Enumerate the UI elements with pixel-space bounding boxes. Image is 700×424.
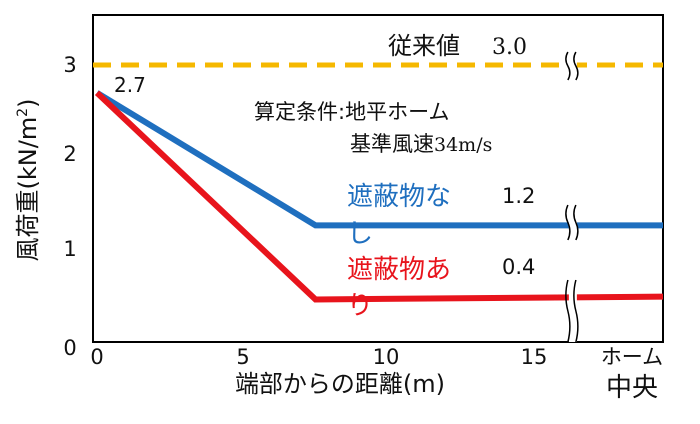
platform-center-label-line2: 中央 — [606, 373, 658, 403]
y-tick-label-3: 3 — [63, 53, 76, 77]
y-tick-label-2: 2 — [63, 142, 76, 166]
conditions-line2-prefix: 基準風速 — [350, 132, 434, 156]
axis-break-mark-1-1 — [573, 204, 579, 241]
y-axis-label-close: ) — [14, 99, 42, 108]
x-axis-label: 端部からの距離(m) — [235, 370, 445, 398]
series-line-no-shield — [95, 90, 663, 229]
axis-break-gap — [568, 50, 577, 342]
axis-break-mark-2-0 — [565, 279, 571, 343]
x-tick-label-1: 5 — [236, 345, 249, 369]
axis-break-mark-0-1 — [573, 51, 579, 81]
conditions-line2: 基準風速34m/s — [350, 132, 492, 156]
series-name-with-shield: 遮蔽物あ — [347, 255, 451, 285]
axis-break-marks — [565, 50, 579, 343]
y-tick-label-1: 1 — [63, 237, 76, 261]
y-axis-label: 風荷重(kN/m2) — [14, 99, 42, 262]
series-name-with-shield-line2: り — [347, 291, 373, 321]
conditions-line1-prefix: 算定条件: — [254, 100, 345, 124]
conditions-line1: 算定条件:地平ホーム — [254, 100, 449, 124]
series-line-with-shield — [94, 90, 664, 303]
y-axis-label-main: 風荷重(kN/m — [14, 117, 42, 262]
series-end-label-with-shield: 0.4 — [502, 255, 535, 279]
x-tick-label-2: 10 — [373, 345, 400, 369]
conditions-line2-value: 34m/s — [434, 134, 492, 156]
axis-break-mark-1-0 — [565, 204, 571, 241]
conventional-value-label: 3.0 — [492, 35, 527, 60]
x-tick-label-3: 15 — [521, 345, 548, 369]
series-name-no-shield: 遮蔽物な — [347, 182, 451, 212]
axis-break-mark-2-1 — [573, 279, 579, 343]
start-value-label: 2.7 — [114, 73, 146, 97]
platform-center-label-line1: ホーム — [601, 345, 663, 369]
y-axis-label-sup: 2 — [15, 108, 31, 117]
conventional-label: 従来値 — [388, 32, 460, 60]
conditions-line1-value: 地平ホーム — [345, 100, 449, 124]
series-name-no-shield-line2: し — [347, 219, 373, 249]
y-tick-label-0: 0 — [63, 336, 76, 360]
x-tick-label-0: 0 — [90, 345, 103, 369]
plot-frame — [92, 14, 664, 343]
series-end-label-no-shield: 1.2 — [502, 184, 535, 208]
axis-break-mark-0-0 — [565, 51, 571, 81]
